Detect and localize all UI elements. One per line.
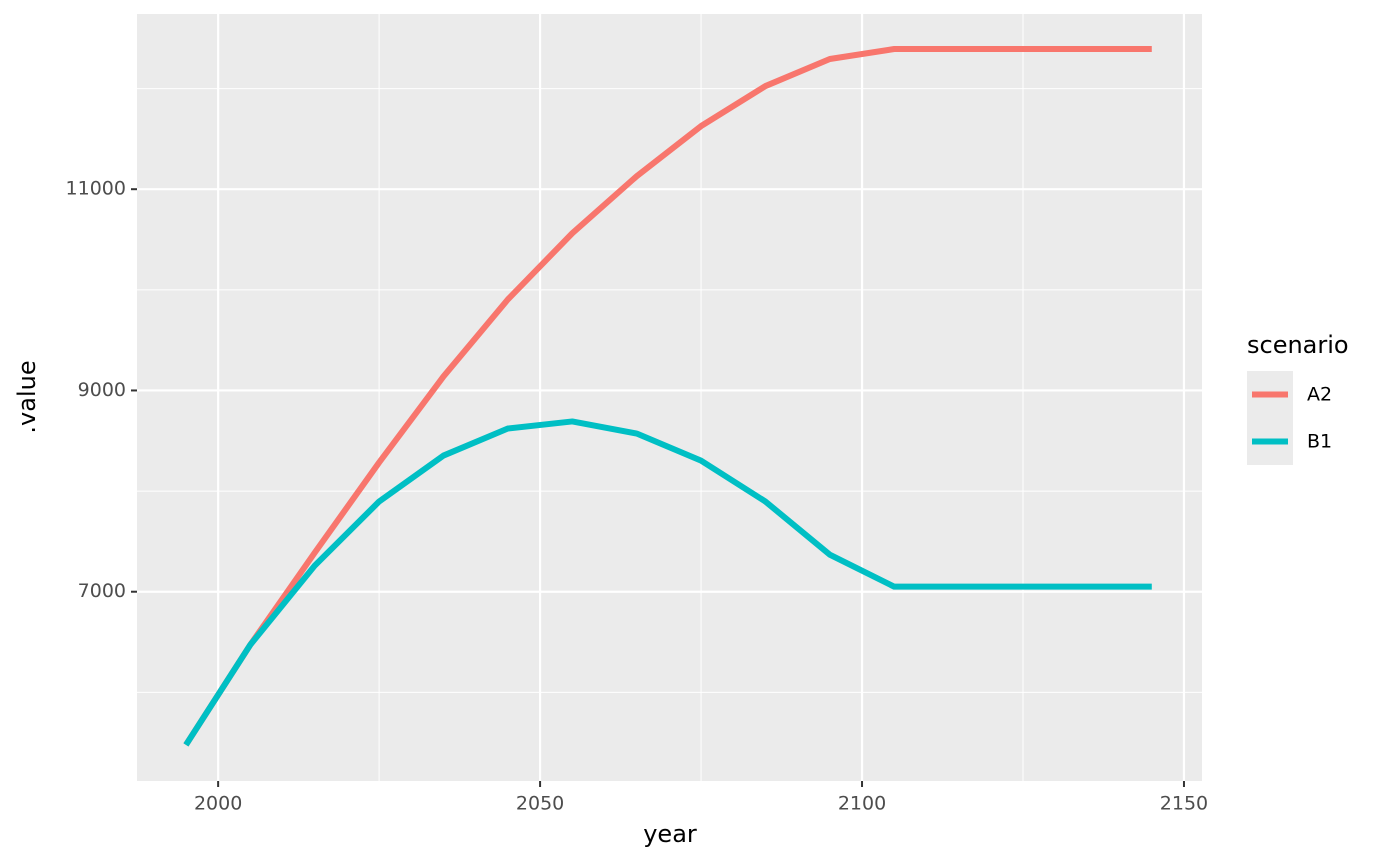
- x-axis-title: year: [643, 820, 697, 848]
- y-tick-label: 11000: [66, 178, 126, 200]
- y-axis-title: .value: [13, 360, 41, 433]
- panel: [137, 14, 1202, 781]
- data-line: [183, 418, 1152, 747]
- data-line: [183, 46, 1152, 747]
- x-tick-label: 2050: [516, 793, 564, 815]
- legend-label: B1: [1307, 431, 1332, 453]
- legend-title: scenario: [1247, 331, 1349, 359]
- x-tick-label: 2100: [838, 793, 886, 815]
- y-tick-label: 7000: [78, 580, 126, 602]
- y-tick-label: 9000: [78, 379, 126, 401]
- legend-label: A2: [1307, 384, 1332, 406]
- x-tick-label: 2000: [194, 793, 242, 815]
- x-tick-label: 2150: [1160, 793, 1208, 815]
